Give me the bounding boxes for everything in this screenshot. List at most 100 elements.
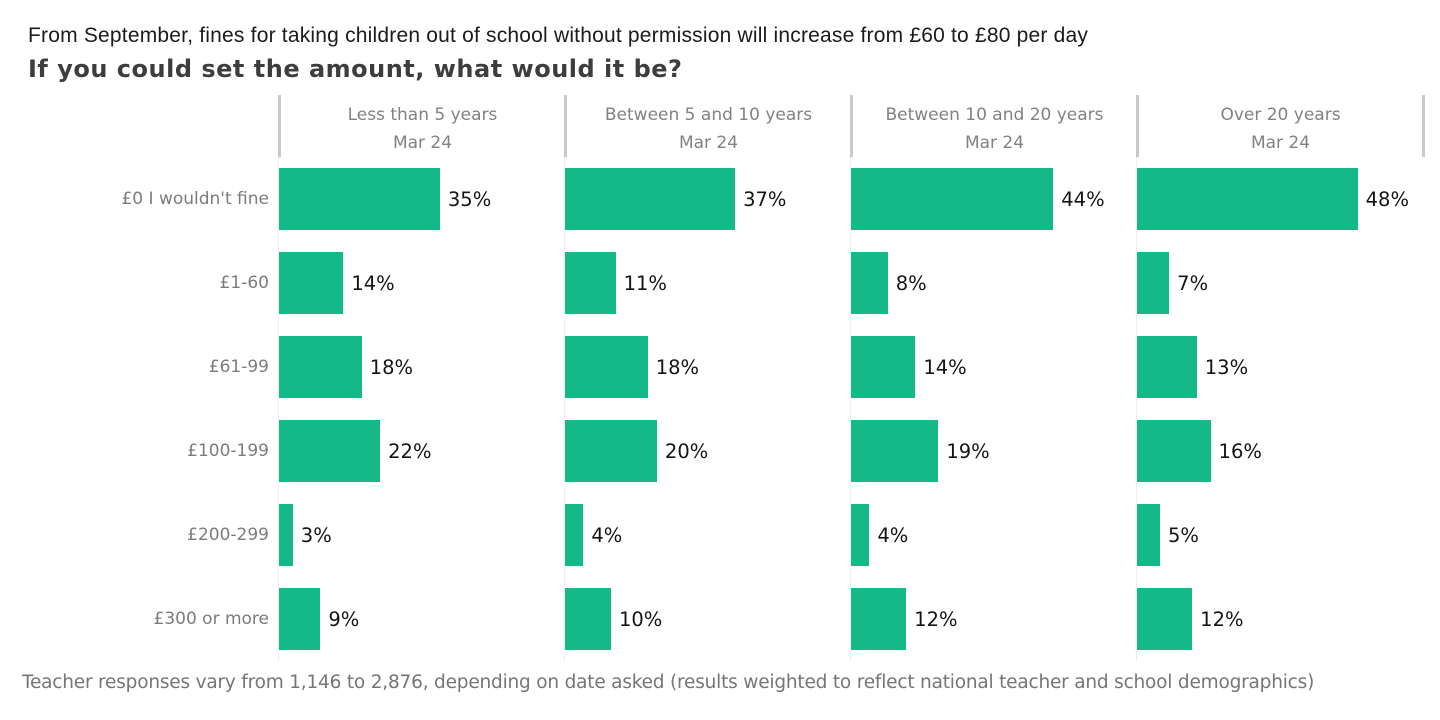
category-labels-column: £0 I wouldn't fine £1-60 £61-99 £100-199 £20… bbox=[0, 95, 278, 661]
panel-date: Mar 24 bbox=[678, 133, 739, 153]
bar bbox=[1137, 168, 1358, 230]
labels-header-spacer bbox=[0, 95, 278, 157]
bar-value-label: 12% bbox=[914, 607, 958, 631]
bar-value-label: 19% bbox=[946, 439, 990, 463]
bar-value-label: 20% bbox=[664, 439, 709, 463]
bar-row: 12% bbox=[851, 577, 1136, 661]
bar bbox=[565, 336, 648, 398]
chart-title: From September, fines for taking childre… bbox=[28, 24, 1089, 47]
bar-row: 20% bbox=[565, 409, 850, 493]
bar-value-label: 9% bbox=[328, 607, 360, 631]
bar bbox=[851, 168, 1054, 230]
bar bbox=[851, 336, 916, 398]
bar-row: 4% bbox=[851, 493, 1136, 577]
bar bbox=[279, 336, 362, 398]
source-note: Teacher responses vary from 1,146 to 2,8… bbox=[22, 672, 1315, 693]
panel-body: 35% 14% 18% 22% 3% 9% bbox=[278, 157, 564, 661]
row-label: £0 I wouldn't fine bbox=[121, 189, 269, 209]
bar-value-label: 12% bbox=[1200, 607, 1244, 631]
bar-row: 11% bbox=[565, 241, 850, 325]
bar bbox=[279, 504, 293, 566]
bar-value-label: 18% bbox=[369, 355, 414, 379]
panel-body: 48% 7% 13% 16% 5% 12% bbox=[1136, 157, 1422, 661]
bar-row: 18% bbox=[279, 325, 564, 409]
bar-value-label: 35% bbox=[447, 187, 492, 211]
row-label: £200-299 bbox=[187, 525, 269, 545]
row-label: £300 or more bbox=[153, 609, 270, 629]
bar bbox=[1137, 588, 1193, 650]
bar-value-label: 18% bbox=[655, 355, 700, 379]
bar bbox=[851, 420, 939, 482]
bar-row: 4% bbox=[565, 493, 850, 577]
bar-value-label: 8% bbox=[895, 271, 927, 295]
bar-row: 44% bbox=[851, 157, 1136, 241]
chart-header: From September, fines for taking childre… bbox=[0, 0, 1440, 83]
bar bbox=[565, 588, 611, 650]
panel-body: 37% 11% 18% 20% 4% 10% bbox=[564, 157, 850, 661]
bar-row: 12% bbox=[1137, 577, 1422, 661]
bar-row: 37% bbox=[565, 157, 850, 241]
panel-title: Less than 5 years bbox=[347, 105, 498, 125]
panel: Over 20 years Mar 24 48% 7% 13% 16% 5% 12% bbox=[1136, 95, 1422, 661]
bar-value-label: 7% bbox=[1177, 271, 1209, 295]
bar-value-label: 48% bbox=[1365, 187, 1409, 211]
panel-header: Less than 5 years Mar 24 bbox=[278, 95, 564, 157]
bar bbox=[565, 504, 584, 566]
panel-date: Mar 24 bbox=[1250, 133, 1311, 153]
panel-date: Mar 24 bbox=[392, 133, 453, 153]
bar bbox=[1137, 420, 1211, 482]
bar-value-label: 4% bbox=[591, 523, 623, 547]
panel-header: Between 10 and 20 years Mar 24 bbox=[850, 95, 1136, 157]
bar-row: 19% bbox=[851, 409, 1136, 493]
bar bbox=[279, 168, 440, 230]
bar bbox=[279, 420, 381, 482]
panel-date: Mar 24 bbox=[964, 133, 1025, 153]
bar bbox=[279, 588, 321, 650]
bar-row: 22% bbox=[279, 409, 564, 493]
bar-value-label: 16% bbox=[1218, 439, 1262, 463]
bar-value-label: 37% bbox=[743, 187, 787, 211]
row-label: £1-60 bbox=[219, 273, 269, 293]
panel-header: Over 20 years Mar 24 bbox=[1136, 95, 1422, 157]
bar-value-label: 44% bbox=[1061, 187, 1105, 211]
row-label: £100-199 bbox=[187, 441, 269, 461]
bar-value-label: 13% bbox=[1204, 355, 1249, 379]
bar bbox=[565, 420, 657, 482]
bar-row: 18% bbox=[565, 325, 850, 409]
bar-value-label: 14% bbox=[351, 271, 395, 295]
bar bbox=[1137, 504, 1160, 566]
bar bbox=[851, 504, 870, 566]
panel-title: Over 20 years bbox=[1220, 105, 1341, 125]
bar-row: 3% bbox=[279, 493, 564, 577]
row-label: £61-99 bbox=[208, 357, 269, 377]
bar-row: 5% bbox=[1137, 493, 1422, 577]
bar-row: 7% bbox=[1137, 241, 1422, 325]
bar-value-label: 5% bbox=[1167, 523, 1199, 547]
bar-row: 14% bbox=[851, 325, 1136, 409]
bar bbox=[1137, 252, 1170, 314]
panel-body: 44% 8% 14% 19% 4% 12% bbox=[850, 157, 1136, 661]
bar-row: 8% bbox=[851, 241, 1136, 325]
bar-row: 35% bbox=[279, 157, 564, 241]
panels: Less than 5 years Mar 24 35% 14% 18% 22% 3% 9% B… bbox=[278, 95, 1425, 661]
panel-title: Between 5 and 10 years bbox=[604, 105, 813, 125]
bar bbox=[1137, 336, 1197, 398]
bar-value-label: 11% bbox=[623, 271, 667, 295]
bar-row: 10% bbox=[565, 577, 850, 661]
bar-value-label: 4% bbox=[877, 523, 909, 547]
header-end-divider bbox=[1422, 95, 1425, 157]
panel-title: Between 10 and 20 years bbox=[885, 105, 1104, 125]
panel: Between 10 and 20 years Mar 24 44% 8% 14% 19%… bbox=[850, 95, 1136, 661]
bar-row: 16% bbox=[1137, 409, 1422, 493]
bar bbox=[851, 588, 907, 650]
bar-value-label: 10% bbox=[618, 607, 663, 631]
chart-subtitle: If you could set the amount, what would … bbox=[28, 55, 683, 83]
bar-row: 9% bbox=[279, 577, 564, 661]
bar bbox=[565, 252, 616, 314]
bar bbox=[565, 168, 736, 230]
bar-row: 14% bbox=[279, 241, 564, 325]
panel: Less than 5 years Mar 24 35% 14% 18% 22% 3% 9% bbox=[278, 95, 564, 661]
bar-value-label: 22% bbox=[388, 439, 432, 463]
bar-row: 13% bbox=[1137, 325, 1422, 409]
